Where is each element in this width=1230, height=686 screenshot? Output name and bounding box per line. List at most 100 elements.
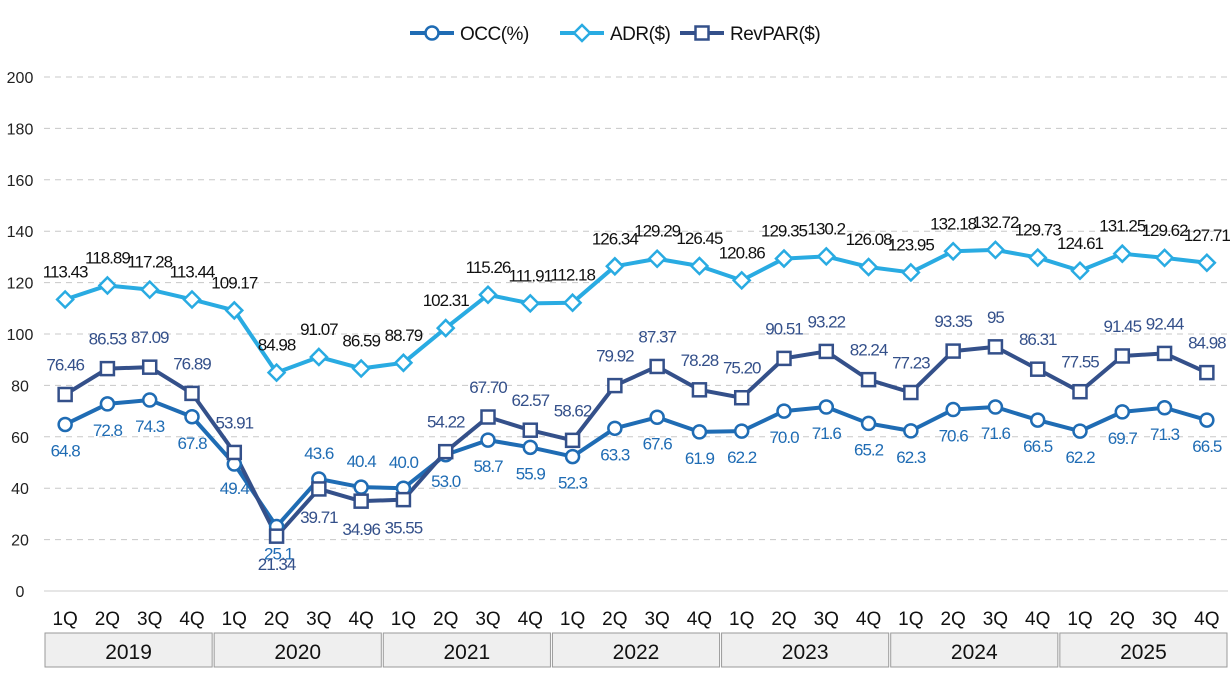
adr-label: 86.59 xyxy=(342,331,380,350)
point-diamond xyxy=(774,248,794,269)
x-tick-label: 2Q xyxy=(771,609,796,630)
point-diamond xyxy=(689,256,710,276)
x-tick-label: 1Q xyxy=(52,609,77,630)
y-tick-label: 160 xyxy=(7,173,34,190)
revpar-label: 93.35 xyxy=(934,312,972,331)
point-circle xyxy=(522,439,539,456)
year-box xyxy=(890,632,1059,668)
x-axis: 1Q 2Q 3Q 4Q 1Q 2Q 3Q 4Q 1Q 2Q 3Q 4Q 1Q 2Q 3Q 4Q 1Q 2Q 3Q 4Q… xyxy=(44,609,1228,668)
revpar-label: 93.22 xyxy=(808,312,846,331)
revpar-label: 91.45 xyxy=(1104,317,1142,336)
adr-label: 129.62 xyxy=(1142,221,1189,240)
y-tick-label: 120 xyxy=(7,276,34,293)
year-box xyxy=(721,632,890,668)
point-diamond xyxy=(97,275,118,296)
x-tick-label: 2Q xyxy=(940,609,965,630)
revpar-label: 76.46 xyxy=(46,355,84,374)
point-square xyxy=(437,443,454,460)
revpar-label: 90.51 xyxy=(765,319,803,338)
point-circle xyxy=(649,409,665,426)
occ-label: 71.6 xyxy=(981,424,1011,443)
point-square xyxy=(945,343,961,359)
occ-label: 62.2 xyxy=(1065,448,1095,467)
x-tick-label: 4Q xyxy=(1194,609,1219,630)
adr-label: 126.08 xyxy=(846,230,893,249)
legend-marker-diamond xyxy=(572,23,592,43)
adr-label: 123.95 xyxy=(888,235,935,254)
point-diamond xyxy=(1154,248,1175,268)
point-circle xyxy=(987,399,1004,415)
point-circle xyxy=(1072,423,1088,439)
occ-label: 72.8 xyxy=(93,421,123,440)
adr-label: 91.07 xyxy=(300,320,338,339)
adr-label: 118.89 xyxy=(85,248,130,267)
x-tick-label: 4Q xyxy=(1025,609,1050,630)
year-box xyxy=(44,632,213,668)
point-diamond xyxy=(224,300,245,321)
occ-label: 63.3 xyxy=(600,445,630,464)
point-square xyxy=(99,360,116,377)
occ-label: 49.4 xyxy=(220,479,250,498)
series-line-square xyxy=(64,344,1208,539)
legend: OCC(%) ADR($) RevPAR($) xyxy=(410,23,821,45)
revpar-label: 79.92 xyxy=(596,347,634,366)
x-tick-label: 4Q xyxy=(856,609,881,630)
year-label: 2025 xyxy=(1120,641,1167,664)
x-tick-label: 1Q xyxy=(898,609,923,630)
x-tick-label: 3Q xyxy=(983,609,1008,630)
revpar-label: 58.62 xyxy=(554,401,592,420)
point-square xyxy=(522,422,539,438)
occ-label: 70.6 xyxy=(939,427,969,446)
x-tick-label: 2Q xyxy=(1110,609,1135,630)
occ-label: 66.5 xyxy=(1023,437,1053,456)
x-tick-label: 4Q xyxy=(179,609,204,630)
year-label: 2019 xyxy=(105,641,152,664)
point-diamond xyxy=(139,279,160,300)
occ-label: 71.6 xyxy=(812,424,842,443)
point-diamond xyxy=(943,241,963,262)
adr-label: 129.73 xyxy=(1015,221,1062,240)
adr-label: 113.44 xyxy=(170,262,215,281)
adr-label: 84.98 xyxy=(258,336,296,355)
y-tick-label: 20 xyxy=(11,533,29,550)
point-circle xyxy=(733,423,750,439)
occ-label: 52.3 xyxy=(558,474,588,493)
point-square xyxy=(1072,383,1088,400)
adr-label: 88.79 xyxy=(385,326,423,345)
occ-label: 65.2 xyxy=(854,440,884,459)
occ-label: 67.6 xyxy=(643,434,673,453)
point-diamond xyxy=(1070,260,1090,281)
revpar-label: 95 xyxy=(987,308,1004,327)
revpar-label: 21.34 xyxy=(258,555,296,574)
point-square xyxy=(311,481,327,497)
point-square xyxy=(226,444,243,461)
point-circle xyxy=(945,401,961,418)
adr-label: 126.34 xyxy=(592,229,639,248)
point-square xyxy=(776,350,792,367)
x-tick-label: 3Q xyxy=(306,609,331,630)
point-diamond xyxy=(435,318,456,338)
point-square xyxy=(987,339,1004,355)
occ-label: 64.8 xyxy=(51,441,81,460)
adr-label: 111.91 xyxy=(509,266,553,285)
point-circle xyxy=(480,432,496,448)
point-circle xyxy=(776,403,792,419)
occ-label: 55.9 xyxy=(516,464,546,483)
adr-label: 127.71 xyxy=(1184,226,1230,245)
point-diamond xyxy=(1027,247,1048,268)
y-tick-label: 80 xyxy=(11,378,29,395)
legend-marker-square xyxy=(694,25,710,41)
point-diamond xyxy=(266,362,287,383)
point-square xyxy=(691,382,708,398)
point-square xyxy=(607,377,623,394)
revpar-label: 75.20 xyxy=(723,359,761,378)
legend-label: RevPAR($) xyxy=(730,24,820,45)
occ-label: 67.8 xyxy=(177,434,207,453)
point-circle xyxy=(99,396,116,412)
revpar-label: 77.23 xyxy=(892,354,930,373)
x-tick-label: 2Q xyxy=(602,609,627,630)
year-box xyxy=(551,632,721,668)
point-diamond xyxy=(393,353,414,373)
point-square xyxy=(57,386,73,403)
legend-marker-circle xyxy=(424,25,440,41)
